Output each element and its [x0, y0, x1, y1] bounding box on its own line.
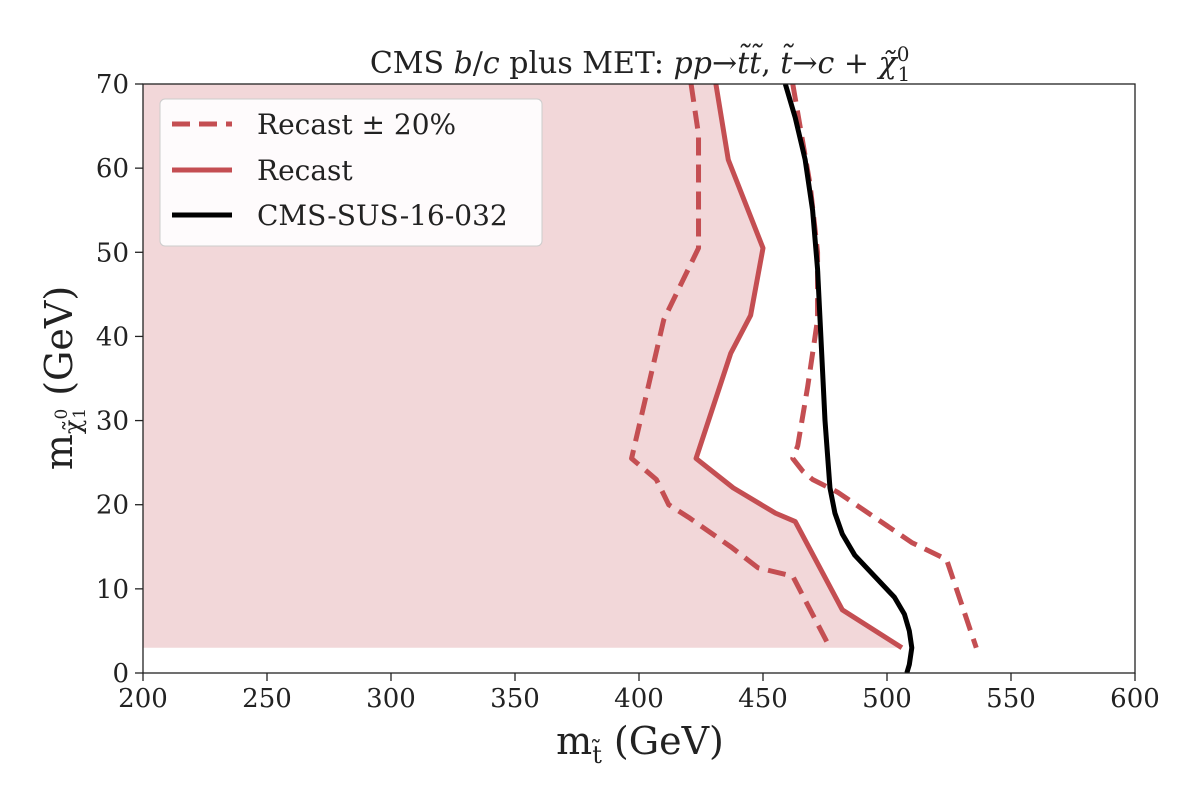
- series-line-0: [629, 84, 833, 649]
- legend-label-recast-band: Recast ± 20%: [257, 108, 456, 141]
- y-tick-label: 30: [96, 407, 129, 437]
- y-tick-label: 10: [96, 575, 129, 605]
- legend-label-cms: CMS-SUS-16-032: [257, 199, 508, 232]
- y-tick-label: 40: [96, 322, 129, 352]
- x-tick-label: 400: [614, 684, 664, 714]
- x-tick-label: 200: [118, 684, 168, 714]
- x-tick-label: 550: [986, 684, 1036, 714]
- x-tick-label: 350: [490, 684, 540, 714]
- y-tick-label: 20: [96, 491, 129, 521]
- y-tick-label: 70: [96, 70, 129, 100]
- y-axis-title: mχ̃01 (GeV): [37, 286, 90, 470]
- y-tick-label: 0: [112, 659, 129, 689]
- legend-label-recast: Recast: [257, 154, 353, 187]
- y-axis: 0 10 20 30 40 50 60 70: [96, 70, 143, 689]
- x-tick-label: 600: [1110, 684, 1160, 714]
- x-tick-label: 500: [862, 684, 912, 714]
- series-line-3: [782, 84, 915, 673]
- chart-title: CMS b/c plus MET: pp→t̃t̃, t̃→c + χ̃0 1: [370, 42, 910, 86]
- y-tick-label: 50: [96, 238, 129, 268]
- legend: Recast ± 20% Recast CMS-SUS-16-032: [159, 98, 543, 247]
- x-axis: 200 250 300 350 400 450 500 550 600: [118, 673, 1160, 714]
- x-tick-label: 300: [366, 684, 416, 714]
- x-axis-title: mt̃ (GeV): [556, 719, 724, 769]
- x-tick-label: 250: [242, 684, 292, 714]
- series-layer: [629, 84, 979, 673]
- legend-box: [159, 98, 543, 247]
- x-tick-label: 450: [738, 684, 788, 714]
- y-tick-label: 60: [96, 154, 129, 184]
- series-line-2: [693, 84, 904, 650]
